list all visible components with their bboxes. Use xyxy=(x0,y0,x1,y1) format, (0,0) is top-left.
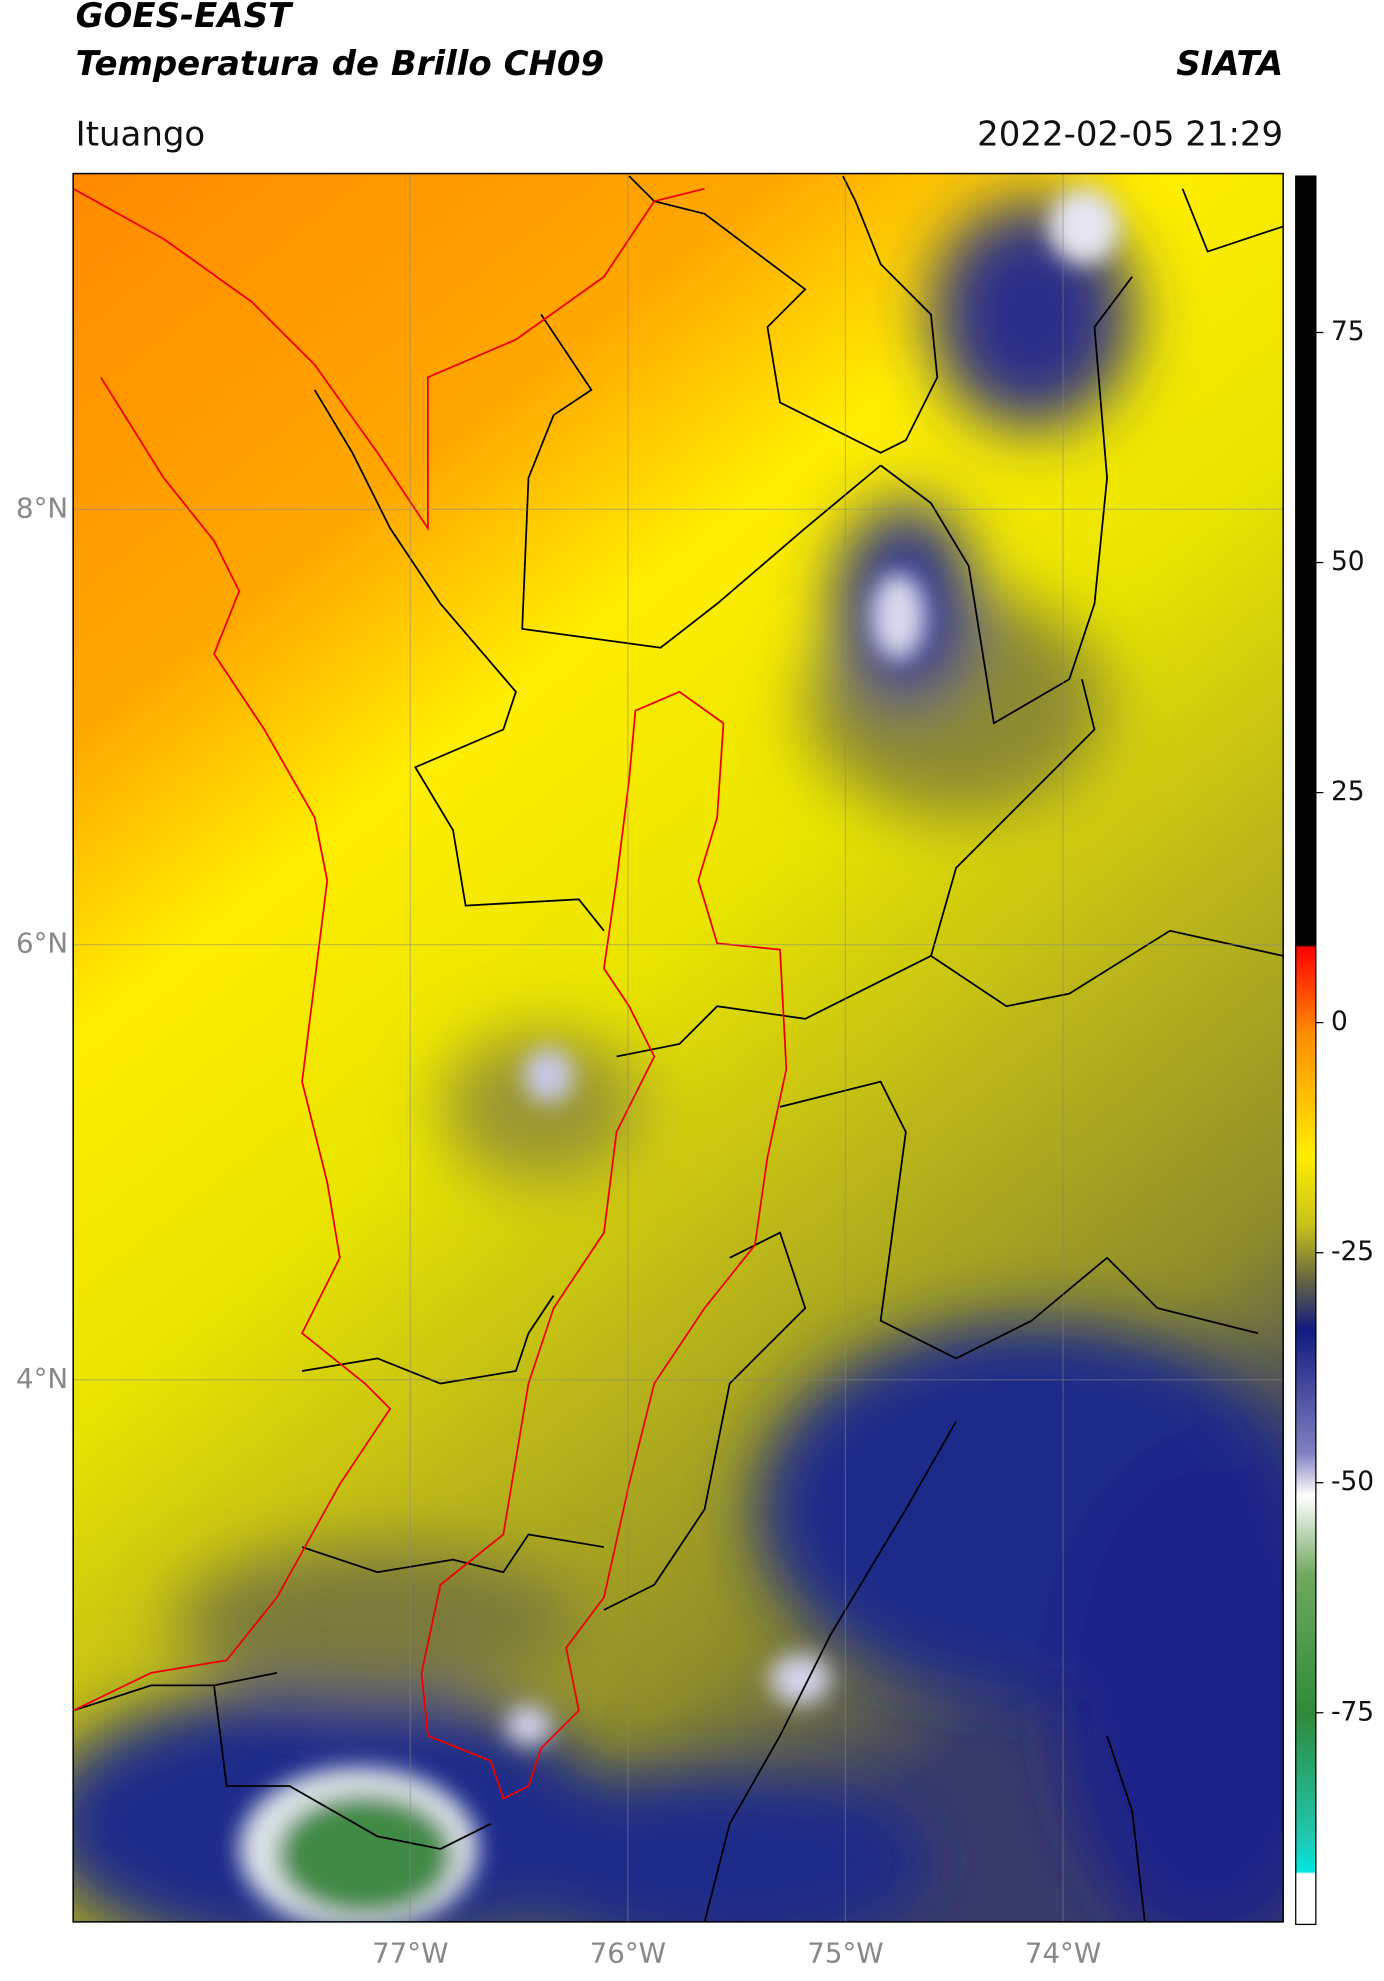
colorbar-label: 50 xyxy=(1331,546,1365,577)
lat-label: 6°N xyxy=(16,927,68,960)
location: Ituango xyxy=(76,114,206,154)
lat-label: 4°N xyxy=(16,1362,68,1395)
source: SIATA xyxy=(1176,44,1283,84)
title: Temperatura de Brillo CH09 xyxy=(76,44,604,84)
lon-label: 76°W xyxy=(590,1937,666,1970)
colorbar-label: 75 xyxy=(1331,316,1365,347)
colorbar xyxy=(1295,175,1317,1926)
lon-label: 74°W xyxy=(1025,1937,1101,1970)
title: GOES-EAST xyxy=(76,0,294,36)
colorbar-label: -75 xyxy=(1331,1696,1374,1727)
datetime: 2022-02-05 21:29 xyxy=(977,114,1283,154)
graticule: 8°N 6°N 4°N 77°W 76°W 75°W 74°W xyxy=(16,173,1284,1970)
cold-cores xyxy=(239,188,1120,1922)
colorbar-label: -25 xyxy=(1331,1236,1374,1267)
colorbar-label: 25 xyxy=(1331,776,1365,807)
colorbar-label: 0 xyxy=(1331,1006,1348,1037)
admin-borders xyxy=(73,175,1284,1922)
map-frame xyxy=(72,172,1284,1923)
lon-label: 75°W xyxy=(807,1937,883,1970)
map-field xyxy=(73,173,1284,1922)
lon-label: 77°W xyxy=(372,1937,448,1970)
colorbar-label: -50 xyxy=(1331,1466,1374,1497)
lat-label: 8°N xyxy=(16,491,68,524)
coastline-and-basin xyxy=(73,187,788,1800)
